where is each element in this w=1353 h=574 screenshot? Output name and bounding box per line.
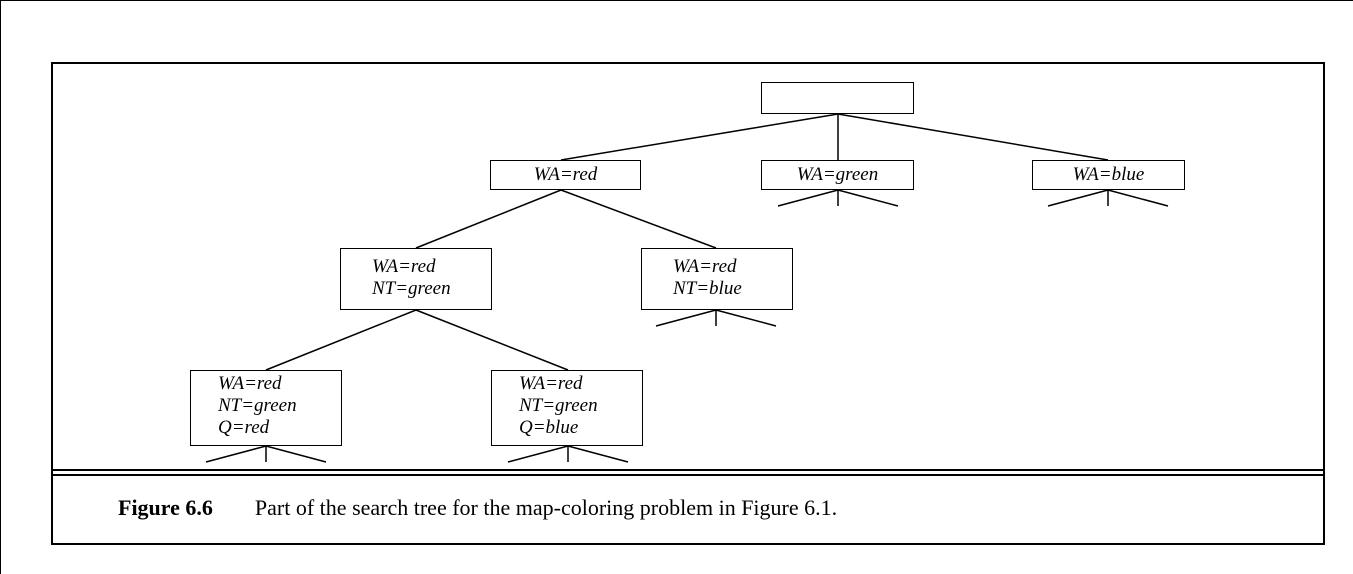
caption-label: Figure 6.6 xyxy=(118,495,213,520)
node-line: WA=blue xyxy=(1072,164,1145,185)
tree-edges xyxy=(205,113,1169,463)
tree-node-wa-red: WA=red xyxy=(490,160,641,190)
node-line: NT=green xyxy=(372,278,451,299)
caption-divider xyxy=(53,469,1323,471)
stub-wa-green-right xyxy=(837,189,899,207)
node-line: WA=green xyxy=(796,164,879,185)
edge-nt-green-q-red xyxy=(265,309,417,371)
figure-box: WA=red WA=green WA=blue WA=red NT=green … xyxy=(51,62,1325,545)
stub-q-blue-left xyxy=(507,445,569,463)
edge-wa-red-nt-blue xyxy=(560,189,717,249)
node-line: Q=blue xyxy=(519,417,579,438)
edge-wa-red-nt-green xyxy=(415,189,562,249)
node-line: Q=red xyxy=(218,417,270,438)
node-line: NT=blue xyxy=(673,278,742,299)
tree-node-wa-green: WA=green xyxy=(761,160,914,190)
tree-node-wa-red-nt-green-q-blue: WA=red NT=green Q=blue xyxy=(491,370,643,446)
stub-wa-green-left xyxy=(777,189,839,207)
tree-node-wa-red-nt-green: WA=red NT=green xyxy=(340,248,492,310)
node-line: NT=green xyxy=(218,395,297,416)
edge-root-wa-red xyxy=(560,113,839,161)
tree-node-wa-red-nt-blue: WA=red NT=blue xyxy=(641,248,793,310)
tree-node-wa-blue: WA=blue xyxy=(1032,160,1185,190)
stub-wa-blue-right xyxy=(1107,189,1169,207)
node-line: WA=red xyxy=(673,256,737,277)
node-line: WA=red xyxy=(533,164,598,185)
stub-nt-blue-right xyxy=(715,309,777,327)
edge-root-wa-blue xyxy=(837,113,1109,161)
tree-node-root xyxy=(761,82,914,114)
figure-caption: Figure 6.6 Part of the search tree for th… xyxy=(118,495,837,521)
tree-node-wa-red-nt-green-q-red: WA=red NT=green Q=red xyxy=(190,370,342,446)
node-line: WA=red xyxy=(218,373,282,394)
node-line: WA=red xyxy=(519,373,583,394)
stub-q-red-right xyxy=(265,445,327,463)
caption-text: Part of the search tree for the map-colo… xyxy=(254,495,838,520)
caption-divider xyxy=(53,474,1323,476)
node-line: WA=red xyxy=(372,256,436,277)
stub-nt-blue-left xyxy=(655,309,717,327)
stub-q-red-left xyxy=(205,445,267,463)
edge-nt-green-q-blue xyxy=(415,309,569,371)
stub-wa-blue-left xyxy=(1047,189,1109,207)
node-line: NT=green xyxy=(519,395,598,416)
stub-q-blue-right xyxy=(567,445,629,463)
